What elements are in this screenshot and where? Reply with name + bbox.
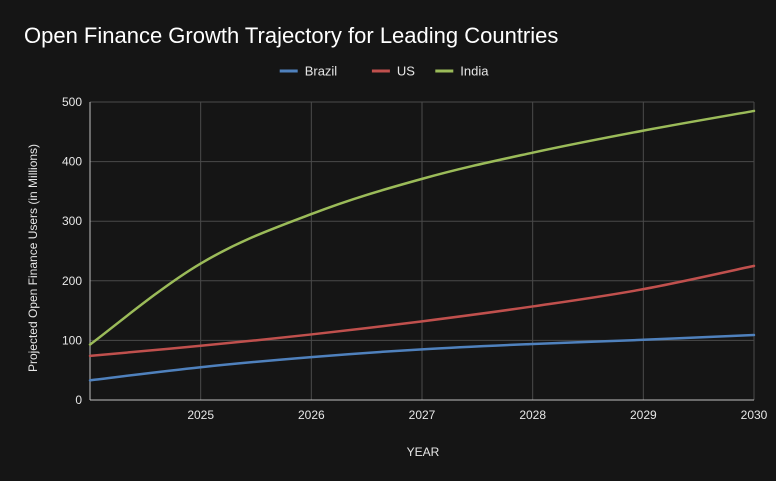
series-line-india xyxy=(88,109,756,346)
x-tick-label: 2030 xyxy=(741,408,768,422)
y-tick-label: 0 xyxy=(75,393,82,407)
x-axis-label: YEAR xyxy=(407,445,440,459)
legend-item-brazil: Brazil xyxy=(279,64,338,79)
y-tick-labels: 0 100 200 300 400 500 xyxy=(62,95,82,407)
series-lines xyxy=(88,109,756,382)
legend-item-us: US xyxy=(371,64,415,79)
chart-title: Open Finance Growth Trajectory for Leadi… xyxy=(24,23,558,48)
legend: Brazil US India xyxy=(279,64,489,79)
x-tick-labels: 2025 2026 2027 2028 2029 2030 xyxy=(187,408,767,422)
x-tick-label: 2027 xyxy=(409,408,436,422)
x-tick-label: 2028 xyxy=(519,408,546,422)
series-line-us xyxy=(88,264,756,358)
legend-item-india: India xyxy=(435,64,489,79)
y-tick-label: 300 xyxy=(62,214,82,228)
legend-label: US xyxy=(397,64,415,79)
axes xyxy=(89,102,754,401)
grid xyxy=(90,101,755,400)
series-line-brazil xyxy=(88,333,756,382)
y-tick-label: 200 xyxy=(62,274,82,288)
y-axis-label: Projected Open Finance Users (in Million… xyxy=(26,144,40,372)
y-tick-label: 100 xyxy=(62,333,82,347)
legend-label: India xyxy=(460,64,489,79)
legend-label: Brazil xyxy=(305,64,338,79)
x-tick-label: 2029 xyxy=(630,408,657,422)
y-tick-label: 400 xyxy=(62,155,82,169)
y-tick-label: 500 xyxy=(62,95,82,109)
x-tick-label: 2025 xyxy=(187,408,214,422)
x-tick-label: 2026 xyxy=(298,408,325,422)
